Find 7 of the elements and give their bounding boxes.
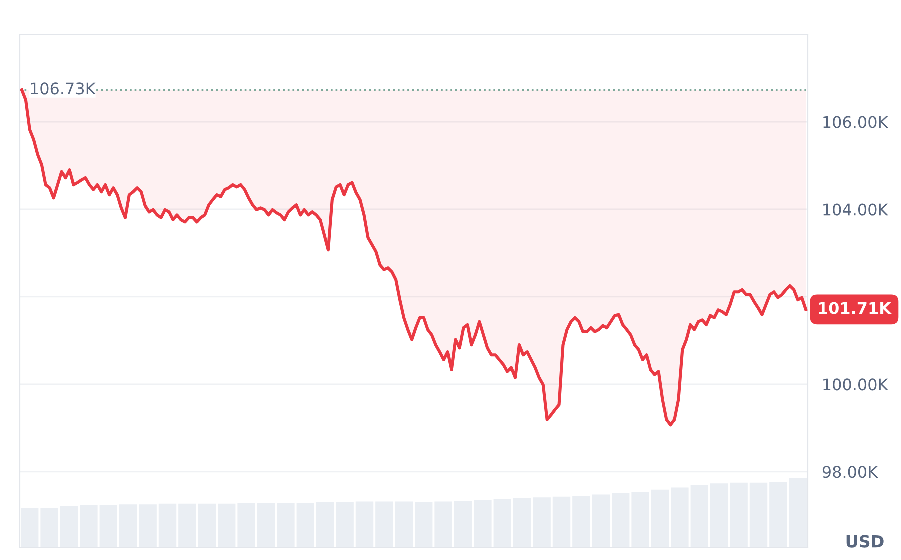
y-tick-label: 100.00K: [824, 378, 889, 391]
ref-line-label: 106.73K: [31, 82, 96, 95]
y-tick-label: 104.00K: [824, 204, 889, 216]
text: 101.71K: [819, 302, 892, 314]
y-tick-label: 98.00K: [822, 466, 878, 478]
y-tick-label: 106.00K: [824, 116, 889, 128]
text: USD: [846, 535, 884, 548]
